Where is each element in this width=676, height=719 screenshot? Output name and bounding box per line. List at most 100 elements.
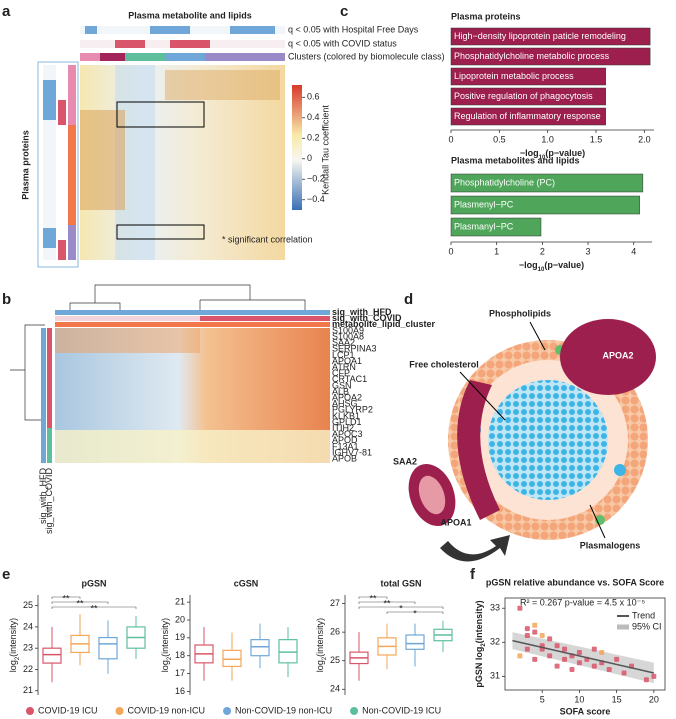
cluster-bar	[80, 53, 100, 61]
cluster-bar	[68, 65, 76, 125]
annotation-bar	[115, 40, 145, 48]
bar	[450, 217, 542, 237]
cluster-bar	[165, 53, 205, 61]
point	[606, 667, 612, 673]
x-tick-label: 4	[631, 246, 636, 256]
row-label: S100A9	[332, 325, 364, 335]
bar	[450, 27, 651, 46]
point	[547, 653, 553, 659]
box	[42, 647, 62, 664]
annotation-bar	[55, 322, 330, 327]
x-tick-label: 0	[448, 246, 453, 256]
axis-label: log2(intensity)	[160, 618, 172, 672]
annotation-bar	[55, 316, 330, 321]
apoa2	[560, 319, 656, 395]
row-label: APOA2	[332, 392, 362, 402]
bar-label: Phosphatidylcholine (PC)	[454, 177, 555, 187]
annotation-bar	[230, 26, 275, 34]
side-label: sig_with_COVID	[44, 468, 54, 535]
side-label: sig_with_HFD	[38, 468, 48, 525]
colorbar-label: Kendall Tau coefficient	[320, 105, 330, 195]
annotation-bar	[170, 40, 210, 48]
label: Phospholipids	[489, 308, 551, 318]
label-part: log	[8, 660, 18, 672]
panel-letter: e	[2, 566, 10, 583]
panel-letter: c	[340, 3, 348, 20]
y-tick-label: 27	[330, 598, 340, 608]
point	[599, 650, 605, 656]
annotation-bar	[55, 310, 330, 315]
y-tick-label: 20	[175, 614, 185, 624]
point	[517, 653, 523, 659]
y-tick-label: 22	[23, 664, 33, 674]
colorbar-tick-label: 0	[307, 153, 312, 163]
x-tick-label: 1	[494, 246, 499, 256]
legend-label: COVID-19 ICU	[38, 705, 98, 715]
y-label: Plasma proteins	[20, 130, 30, 200]
box	[405, 634, 425, 650]
panel-letter: b	[2, 291, 11, 308]
heatmap-block	[55, 328, 200, 353]
box	[250, 639, 270, 657]
colorbar-tick-label: −0.4	[307, 194, 325, 204]
label-part: 10	[538, 267, 545, 273]
sig-label: *	[413, 608, 417, 618]
phospholipid	[614, 464, 626, 476]
row-label: ALB	[332, 386, 349, 396]
cholesterol-core	[488, 380, 608, 500]
panel-title: Plasma metabolite and lipids	[128, 10, 252, 20]
row-label: APOB	[332, 453, 357, 463]
heatmap-block	[165, 70, 280, 100]
row-label: APOD	[332, 435, 358, 445]
apoa1	[457, 380, 500, 520]
point	[651, 673, 657, 679]
annotation: R² = 0.267 p-value = 4.5 x 10⁻⁵	[520, 597, 645, 607]
colorbar-tick-label: 0.4	[307, 112, 320, 122]
heatmap-block	[55, 430, 330, 463]
legend-label: sig_with_HFD	[332, 307, 392, 317]
annotation: Clusters (colored by biomolecule class)	[288, 51, 445, 61]
dendrogram	[69, 284, 306, 312]
label: Free cholesterol	[409, 359, 479, 369]
x-tick-label: 15	[612, 694, 622, 704]
legend-swatch	[350, 707, 359, 715]
plot-frame	[504, 597, 666, 691]
y-tick-label: 18	[175, 650, 185, 660]
label-part: 2	[167, 656, 173, 660]
sig-bracket	[51, 601, 109, 604]
label-part: 2	[481, 643, 487, 647]
row-label: GPLD1	[332, 417, 362, 427]
x-tick-label: 5	[540, 694, 545, 704]
y-tick-label: 21	[175, 597, 185, 607]
row-label: GSN	[332, 380, 352, 390]
y-tick-label: 32	[490, 637, 500, 647]
y-tick-label: 33	[490, 603, 500, 613]
point	[614, 656, 620, 662]
chart-title: Plasma proteins	[451, 11, 521, 21]
label-part: (intensity)	[8, 618, 18, 657]
point	[539, 632, 545, 638]
cluster-bar	[68, 225, 76, 260]
sig-bracket	[51, 596, 81, 599]
point	[576, 660, 582, 666]
label-part: 10	[539, 155, 546, 161]
chart-title: Plasma metabolites and lipids	[451, 155, 580, 165]
point	[524, 626, 530, 632]
legend-label: sig_with_COVID	[332, 313, 402, 323]
sig-bracket	[358, 601, 416, 604]
colorbar-tick-label: −0.2	[307, 174, 325, 184]
ci-band	[512, 632, 654, 684]
annotation: q < 0.05 with COVID status	[288, 38, 397, 48]
point	[554, 663, 560, 669]
box	[278, 639, 298, 664]
note: * significant correlation	[222, 234, 313, 244]
legend-swatch	[115, 707, 124, 715]
point	[547, 636, 553, 642]
axis-label: −log10(p−value)	[519, 260, 584, 272]
row-label: F13A1	[332, 441, 359, 451]
label: SAA2	[393, 456, 417, 466]
label: Plasmalogens	[580, 540, 641, 550]
cluster-bar	[68, 125, 76, 225]
row-label: CFP	[332, 368, 350, 378]
sig-bracket	[51, 606, 137, 609]
